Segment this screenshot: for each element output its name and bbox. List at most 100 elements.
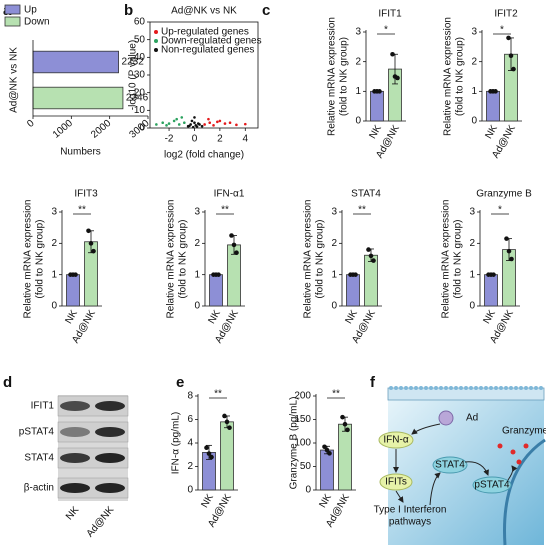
point (395, 75, 400, 81)
y-axis-label: Relative mRNA expression (303, 200, 314, 319)
diagram-label: Type I Interferon (374, 505, 447, 516)
blot-band (95, 401, 125, 411)
point (390, 51, 395, 57)
point (506, 248, 512, 254)
point (177, 123, 181, 126)
lipid-head (414, 386, 418, 390)
y-tick-label: 3 (469, 207, 475, 218)
point (345, 427, 350, 433)
value-label: 2346 (126, 93, 149, 104)
y-tick-label: 3 (355, 27, 361, 38)
point (200, 124, 204, 128)
blot-row-label: STAT4 (24, 453, 54, 464)
lipid-head (449, 386, 453, 390)
diagram-label: IFN-α (383, 435, 408, 446)
bar (364, 254, 378, 307)
bar (220, 421, 234, 491)
y-tick-label: 100 (294, 438, 311, 449)
lipid-head (504, 386, 508, 390)
y-tick-label: 20 (134, 87, 146, 98)
node (378, 431, 414, 449)
significance: * (498, 205, 502, 216)
x-tick-label: NK (317, 492, 334, 510)
y-tick-label: 1 (469, 269, 475, 280)
panel-label: c (262, 2, 270, 19)
point (167, 122, 171, 125)
significance: ** (332, 389, 340, 400)
y-axis-label: Relative mRNA expression (443, 17, 454, 136)
diagram-label: pSTAT4 (474, 480, 510, 491)
x-tick-label: NK (63, 308, 80, 326)
arrow (395, 490, 404, 503)
blot-band (95, 427, 125, 437)
y-tick-label: 60 (134, 17, 146, 28)
lipid-head (509, 386, 513, 390)
y-tick-label: 0 (51, 301, 57, 312)
node (432, 456, 468, 474)
granule (497, 443, 503, 449)
lipid-head (424, 386, 428, 390)
lipid-head (489, 386, 493, 390)
point (229, 233, 234, 238)
y-tick-label: 1 (331, 269, 337, 280)
chart-title: Ad@NK vs NK (171, 6, 237, 17)
y-tick-label: 2 (51, 238, 57, 249)
y-tick-label: 40 (134, 52, 146, 63)
point (175, 117, 178, 121)
chart-title: Granzyme B (476, 189, 532, 200)
point (506, 35, 511, 41)
bar (484, 274, 498, 307)
lipid-head (519, 386, 523, 390)
y-tick-label: 2 (187, 461, 193, 472)
blot-band (95, 483, 125, 493)
point (216, 272, 221, 277)
significance: ** (78, 205, 86, 216)
bar (370, 90, 384, 122)
y-axis-label: (fold to NK group) (339, 37, 350, 116)
point (208, 121, 212, 124)
legend-label: Down-regulated genes (161, 36, 262, 47)
y-tick-label: 8 (187, 391, 193, 402)
y-tick-label: 0 (194, 301, 200, 312)
lipid-head (444, 386, 448, 390)
point (193, 121, 196, 124)
significance: * (384, 25, 388, 36)
bar (32, 86, 124, 110)
point (161, 121, 165, 124)
y-tick-label: 2 (471, 56, 477, 67)
y-axis-label: Relative mRNA expression (23, 200, 34, 319)
legend-marker (154, 39, 158, 43)
arrow (507, 465, 518, 481)
point (86, 228, 91, 234)
y-axis-label: Relative mRNA expression (166, 200, 177, 319)
point (223, 122, 227, 125)
lipid-head (434, 386, 438, 390)
bar (346, 274, 360, 307)
y-axis-label: Granzyme B (pg/mL) (289, 397, 300, 490)
x-tick-label: NK (206, 308, 223, 326)
x-tick-label: -2 (165, 134, 174, 145)
point (172, 119, 176, 123)
x-tick-label: 0 (192, 134, 198, 145)
lipid-head (534, 386, 538, 390)
lipid-head (539, 386, 543, 390)
point (491, 272, 496, 277)
y-tick-label: 3 (194, 207, 200, 218)
point (180, 116, 184, 119)
point (322, 444, 327, 450)
node (472, 476, 512, 494)
chart-title: IFIT3 (74, 189, 98, 200)
bar (66, 274, 80, 307)
point (91, 248, 96, 254)
y-tick-label: 200 (294, 391, 311, 402)
x-tick-label: 2 (217, 134, 223, 145)
lipid-head (459, 386, 463, 390)
y-tick-label: 3 (51, 207, 57, 218)
point (216, 120, 219, 124)
blot-strip (57, 395, 129, 417)
legend-swatch (4, 16, 21, 27)
granule (510, 449, 516, 455)
y-axis-label: (fold to NK group) (178, 220, 189, 299)
arrow (429, 472, 441, 506)
x-tick-label: NK (481, 308, 498, 326)
